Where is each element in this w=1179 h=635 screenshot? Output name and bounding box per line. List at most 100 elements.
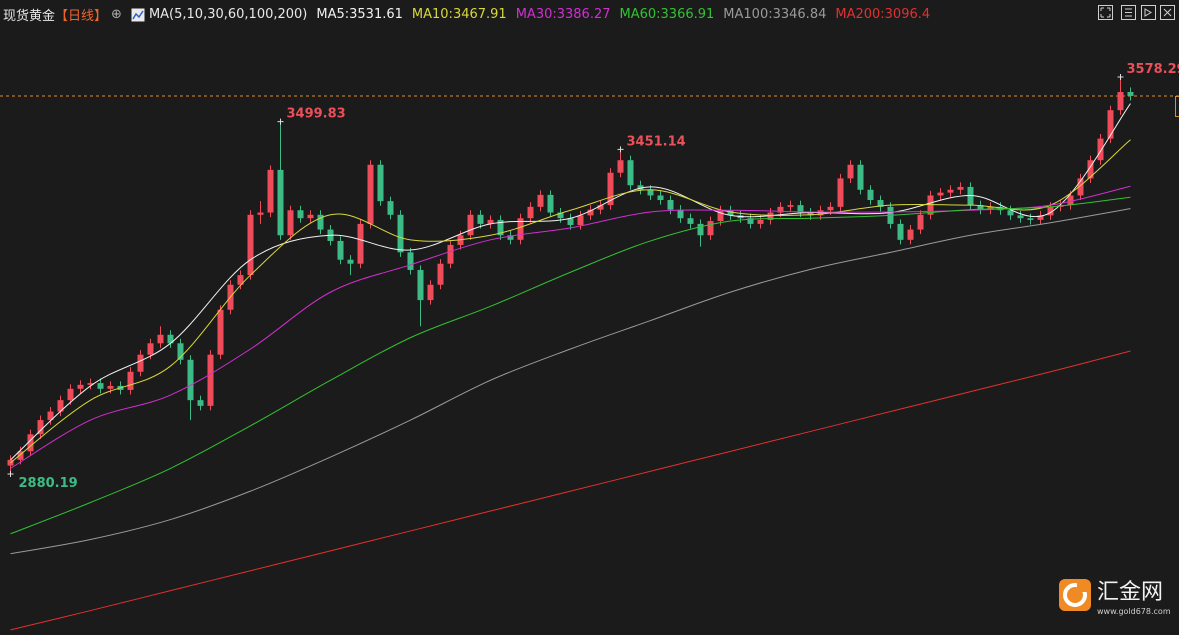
candle-body bbox=[37, 420, 44, 435]
high-marker bbox=[617, 146, 624, 153]
candle-body bbox=[557, 212, 564, 219]
candle-body bbox=[167, 334, 174, 344]
candle-body bbox=[217, 309, 224, 355]
candle-body bbox=[357, 223, 364, 264]
candle-body bbox=[1107, 110, 1114, 139]
candle-body bbox=[1087, 160, 1094, 179]
candle-body bbox=[177, 343, 184, 360]
add-icon[interactable]: ⊕ bbox=[111, 7, 122, 22]
candle-body bbox=[1127, 91, 1134, 96]
header: 现货黄金 【日线】 ⊕ MA(5,10,30,60,100,200) MA5:3… bbox=[3, 5, 939, 24]
candle-body bbox=[547, 194, 554, 213]
ma-line bbox=[10, 103, 1131, 461]
candle-body bbox=[337, 240, 344, 260]
candle-body bbox=[1017, 215, 1024, 219]
indicator-icon[interactable] bbox=[131, 8, 145, 22]
candle-body bbox=[907, 229, 914, 240]
candle-body bbox=[527, 206, 534, 219]
candle-body bbox=[267, 169, 274, 213]
candle-body bbox=[597, 205, 604, 210]
candle-body bbox=[237, 275, 244, 285]
candle-body bbox=[917, 214, 924, 230]
ma-line bbox=[10, 350, 1131, 631]
candle-body bbox=[157, 334, 164, 344]
watermark-name: 汇金网 bbox=[1097, 580, 1163, 605]
candle-body bbox=[1117, 91, 1124, 111]
candle-body bbox=[317, 214, 324, 230]
candle-body bbox=[637, 185, 644, 190]
candle-body bbox=[1077, 178, 1084, 196]
candle-body bbox=[667, 200, 674, 210]
candle-body bbox=[987, 206, 994, 210]
candle-body bbox=[277, 169, 284, 236]
candle-body bbox=[287, 210, 294, 236]
candle-body bbox=[897, 223, 904, 240]
candle-body bbox=[247, 214, 254, 276]
candle-body bbox=[627, 160, 634, 186]
candle-body bbox=[877, 200, 884, 207]
candle-body bbox=[347, 259, 354, 264]
candle-body bbox=[937, 192, 944, 196]
candle-body bbox=[807, 212, 814, 216]
candle-body bbox=[977, 205, 984, 210]
price-box bbox=[1175, 96, 1179, 117]
candle-body bbox=[607, 172, 614, 206]
candle-body bbox=[677, 209, 684, 219]
candle-body bbox=[797, 205, 804, 213]
candle-body bbox=[777, 206, 784, 213]
low-label: 2880.19 bbox=[19, 476, 78, 491]
high-marker bbox=[277, 118, 284, 125]
candle-body bbox=[397, 214, 404, 253]
ma-line bbox=[10, 208, 1131, 555]
indicator-name: MA(5,10,30,60,100,200) bbox=[148, 7, 308, 22]
ma-line bbox=[10, 196, 1131, 535]
candle-body bbox=[707, 221, 714, 236]
candle-body bbox=[447, 244, 454, 264]
candle-body bbox=[927, 195, 934, 215]
candle-body bbox=[257, 212, 264, 215]
watermark-url: www.gold678.com bbox=[1097, 607, 1171, 616]
candle-body bbox=[1037, 215, 1044, 220]
period[interactable]: 【日线】 bbox=[55, 9, 108, 24]
candle-body bbox=[757, 219, 764, 224]
legend-entry: MA30:3386.27 bbox=[515, 7, 611, 22]
legend-entry: MA10:3467.91 bbox=[411, 7, 507, 22]
candle-body bbox=[307, 214, 314, 219]
high-marker bbox=[1117, 74, 1124, 81]
candles bbox=[7, 77, 1134, 474]
candle-body bbox=[507, 235, 514, 240]
candle-body bbox=[67, 388, 74, 401]
candle-body bbox=[147, 343, 154, 355]
candle-body bbox=[207, 354, 214, 406]
candle-body bbox=[647, 189, 654, 196]
candle-body bbox=[407, 252, 414, 270]
candle-body bbox=[1007, 210, 1014, 216]
candle-body bbox=[467, 214, 474, 236]
low-marker bbox=[7, 470, 14, 477]
candle-body bbox=[77, 384, 84, 389]
candle-body bbox=[787, 205, 794, 207]
candle-body bbox=[837, 178, 844, 207]
candle-body bbox=[417, 269, 424, 301]
candle-body bbox=[17, 451, 24, 460]
legend-entry: MA60:3366.91 bbox=[619, 7, 715, 22]
candle-body bbox=[767, 212, 774, 220]
candle-body bbox=[127, 371, 134, 390]
candle-body bbox=[947, 189, 954, 193]
candle-body bbox=[827, 206, 834, 211]
candle-body bbox=[867, 189, 874, 201]
toolbar[interactable] bbox=[1098, 5, 1175, 20]
candle-body bbox=[957, 186, 964, 190]
candle-body bbox=[617, 160, 624, 173]
candle-body bbox=[727, 210, 734, 216]
candle-body bbox=[1067, 195, 1074, 206]
candle-body bbox=[747, 218, 754, 224]
candle-body bbox=[107, 385, 114, 389]
candle-body bbox=[27, 434, 34, 452]
candle-body bbox=[427, 284, 434, 301]
candle-body bbox=[857, 164, 864, 190]
candle-body bbox=[657, 195, 664, 201]
high-label: 3451.14 bbox=[627, 134, 686, 149]
